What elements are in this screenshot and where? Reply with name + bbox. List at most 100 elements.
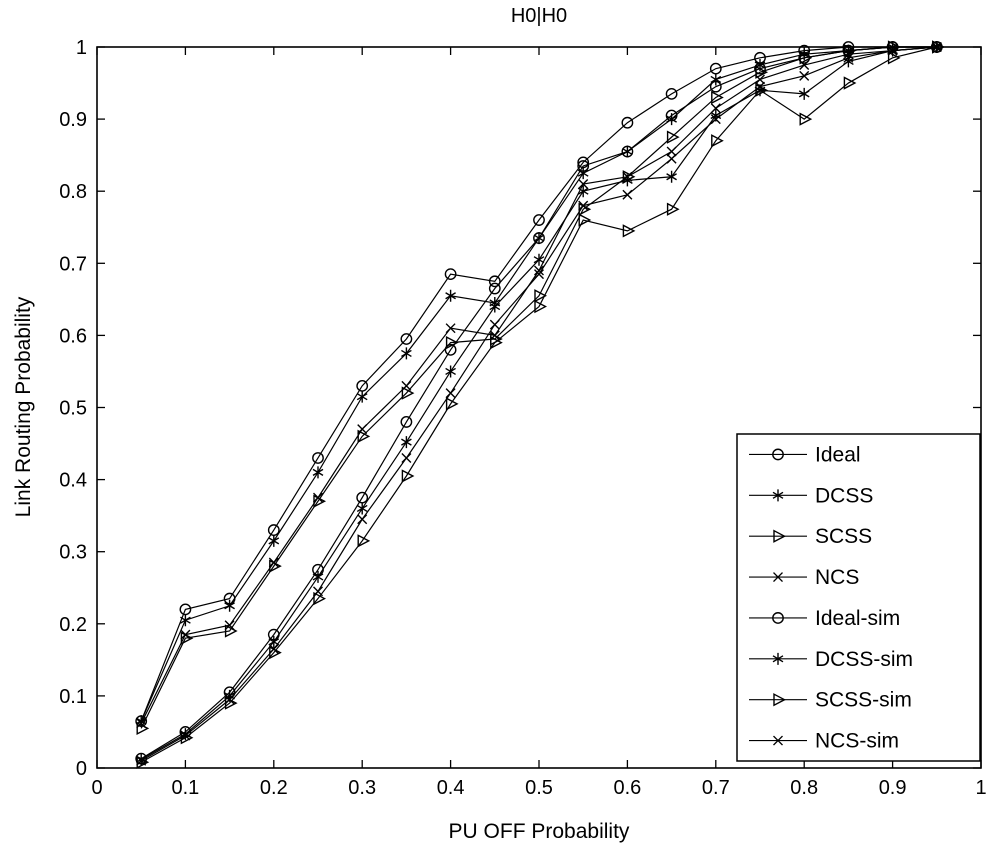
circle-marker-icon: [444, 268, 457, 281]
legend-label: NCS-sim: [815, 730, 899, 753]
legend-item: Ideal: [749, 443, 861, 466]
x-tick-label: 0.9: [879, 777, 907, 799]
circle-marker-icon: [533, 232, 545, 244]
y-tick-label: 0.5: [59, 398, 87, 420]
asterisk-marker-icon: [533, 253, 545, 266]
triangle-right-marker-icon: [711, 90, 724, 105]
circle-marker-icon: [533, 214, 545, 226]
x-tick-label: 1: [975, 777, 986, 799]
x-marker-icon: [357, 514, 368, 525]
x-marker-icon: [710, 103, 721, 114]
triangle-right-marker-icon: [578, 213, 592, 227]
circle-marker-icon: [577, 160, 590, 172]
y-tick-label: 0.1: [59, 686, 87, 708]
x-marker-icon: [887, 45, 898, 56]
legend-item: NCS-sim: [749, 730, 899, 753]
circle-marker-icon: [665, 109, 678, 122]
circle-marker-icon: [621, 145, 634, 158]
asterisk-marker-icon: [666, 170, 677, 183]
circle-marker-icon: [772, 448, 784, 461]
y-tick-label: 1: [76, 37, 87, 59]
legend-label: DCSS-sim: [815, 648, 913, 671]
x-marker-icon: [313, 492, 323, 503]
triangle-right-marker-icon: [887, 51, 901, 65]
asterisk-marker-icon: [772, 489, 784, 502]
x-marker-icon: [799, 70, 810, 81]
circle-marker-icon: [444, 343, 457, 356]
x-marker-icon: [401, 380, 412, 391]
asterisk-marker-icon: [224, 599, 235, 612]
legend-label: Ideal: [815, 443, 861, 466]
triangle-right-marker-icon: [843, 76, 857, 90]
x-marker-icon: [357, 424, 368, 435]
x-marker-icon: [773, 735, 783, 746]
x-marker-icon: [622, 189, 633, 200]
x-marker-icon: [773, 572, 783, 583]
legend-item: NCS: [749, 566, 859, 589]
y-tick-label: 0.4: [59, 470, 87, 492]
triangle-right-marker-icon: [666, 202, 680, 216]
x-marker-icon: [755, 81, 765, 92]
legend-item: DCSS: [749, 484, 873, 507]
asterisk-marker-icon: [710, 73, 722, 86]
asterisk-marker-icon: [401, 347, 412, 360]
x-tick-label: 0.7: [702, 777, 730, 799]
asterisk-marker-icon: [312, 466, 324, 479]
triangle-right-marker-icon: [773, 529, 787, 543]
legend: Ideal DCSS SCSS NCS Ideal-sim DCSS-sim SCSS-si…: [736, 433, 981, 762]
x-marker-icon: [534, 265, 544, 276]
circle-marker-icon: [488, 282, 501, 295]
legend-item: DCSS-sim: [749, 648, 913, 671]
asterisk-marker-icon: [798, 87, 810, 100]
triangle-right-marker-icon: [711, 134, 724, 148]
circle-marker-icon: [665, 87, 678, 100]
triangle-right-marker-icon: [224, 624, 238, 638]
x-marker-icon: [710, 114, 721, 125]
x-marker-icon: [666, 153, 677, 164]
x-marker-icon: [445, 388, 456, 399]
asterisk-marker-icon: [445, 365, 456, 378]
x-marker-icon: [755, 74, 765, 85]
x-marker-icon: [843, 52, 854, 63]
triangle-right-marker-icon: [666, 130, 680, 144]
x-axis-label: PU OFF Probability: [448, 820, 630, 843]
y-tick-label: 0: [76, 758, 87, 780]
asterisk-marker-icon: [356, 390, 368, 403]
circle-marker-icon: [400, 416, 413, 428]
asterisk-marker-icon: [577, 185, 589, 198]
x-marker-icon: [136, 718, 147, 729]
circle-marker-icon: [709, 80, 722, 93]
asterisk-marker-icon: [489, 300, 501, 313]
y-axis-label: Link Routing Probability: [12, 296, 35, 518]
axes: 0 0.1 0.2 0.3 0.4 0.5 0.6 0.7 0.8 0.9 1 0 0.1 0.2 0.3 0…: [59, 37, 986, 799]
asterisk-marker-icon: [445, 289, 456, 302]
x-marker-icon: [445, 323, 456, 334]
x-marker-icon: [268, 557, 279, 568]
legend-label: Ideal-sim: [815, 607, 900, 630]
legend-item: SCSS: [749, 525, 872, 548]
x-marker-icon: [578, 178, 589, 189]
legend-label: SCSS-sim: [815, 689, 912, 712]
triangle-right-marker-icon: [490, 335, 503, 350]
asterisk-marker-icon: [268, 534, 280, 547]
triangle-right-marker-icon: [799, 51, 813, 65]
x-marker-icon: [666, 146, 677, 157]
circle-marker-icon: [754, 62, 766, 75]
x-marker-icon: [224, 694, 235, 705]
asterisk-marker-icon: [772, 652, 784, 665]
x-marker-icon: [180, 730, 191, 741]
x-marker-icon: [578, 200, 589, 211]
triangle-right-marker-icon: [357, 534, 371, 548]
triangle-right-marker-icon: [773, 693, 787, 707]
triangle-right-marker-icon: [136, 721, 150, 736]
x-marker-icon: [534, 269, 544, 280]
asterisk-marker-icon: [401, 436, 412, 449]
circle-marker-icon: [488, 275, 501, 288]
circle-marker-icon: [772, 612, 784, 624]
x-marker-icon: [268, 644, 279, 655]
triangle-right-marker-icon: [534, 299, 548, 314]
circle-marker-icon: [798, 51, 811, 64]
asterisk-marker-icon: [312, 570, 324, 583]
